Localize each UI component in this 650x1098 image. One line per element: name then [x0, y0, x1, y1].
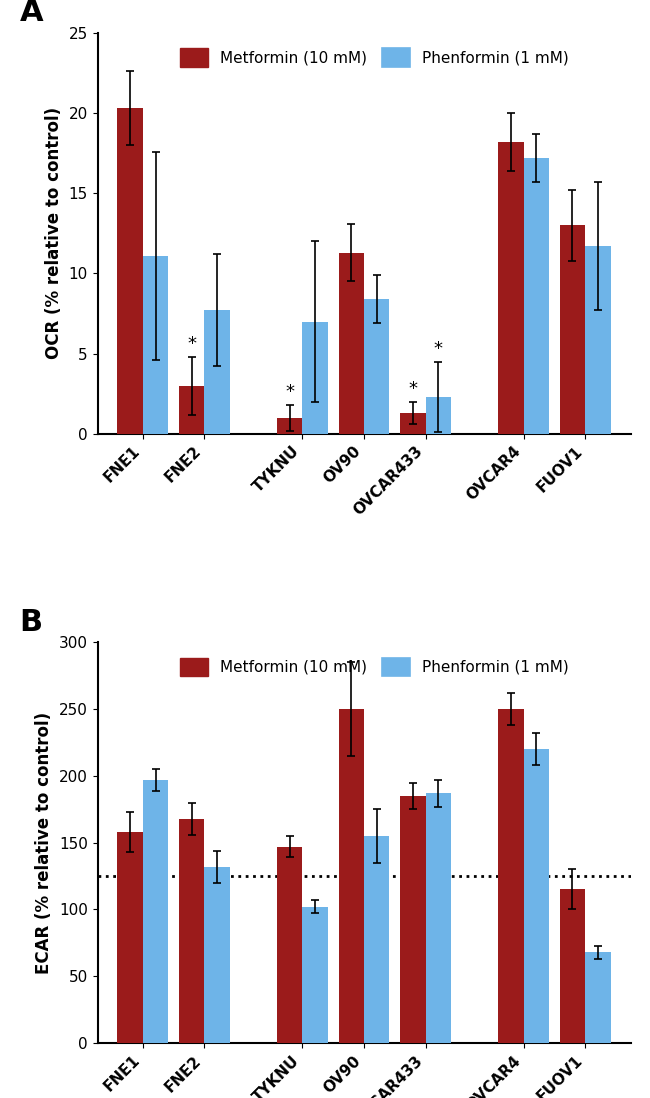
- Legend: Metformin (10 mM), Phenformin (1 mM): Metformin (10 mM), Phenformin (1 mM): [173, 41, 577, 75]
- Bar: [118, 109, 143, 434]
- Bar: [143, 256, 168, 434]
- Bar: [426, 793, 451, 1043]
- Bar: [498, 142, 523, 434]
- Text: B: B: [20, 608, 43, 637]
- Y-axis label: OCR (% relative to control): OCR (% relative to control): [45, 108, 63, 359]
- Bar: [302, 907, 328, 1043]
- Bar: [560, 225, 585, 434]
- Text: *: *: [285, 383, 294, 401]
- Text: *: *: [408, 380, 417, 397]
- Bar: [179, 385, 205, 434]
- Text: *: *: [187, 335, 196, 352]
- Bar: [143, 780, 168, 1043]
- Bar: [400, 413, 426, 434]
- Bar: [205, 866, 230, 1043]
- Text: A: A: [20, 0, 43, 27]
- Bar: [585, 246, 610, 434]
- Bar: [400, 796, 426, 1043]
- Bar: [426, 396, 451, 434]
- Bar: [302, 322, 328, 434]
- Bar: [118, 832, 143, 1043]
- Bar: [277, 417, 302, 434]
- Bar: [523, 158, 549, 434]
- Bar: [585, 952, 610, 1043]
- Bar: [364, 836, 389, 1043]
- Bar: [179, 819, 205, 1043]
- Y-axis label: ECAR (% relative to control): ECAR (% relative to control): [35, 712, 53, 974]
- Bar: [205, 311, 230, 434]
- Bar: [339, 253, 364, 434]
- Text: *: *: [434, 339, 443, 358]
- Bar: [523, 749, 549, 1043]
- Bar: [498, 709, 523, 1043]
- Bar: [560, 889, 585, 1043]
- Bar: [339, 709, 364, 1043]
- Legend: Metformin (10 mM), Phenformin (1 mM): Metformin (10 mM), Phenformin (1 mM): [173, 650, 577, 684]
- Bar: [277, 847, 302, 1043]
- Bar: [364, 299, 389, 434]
